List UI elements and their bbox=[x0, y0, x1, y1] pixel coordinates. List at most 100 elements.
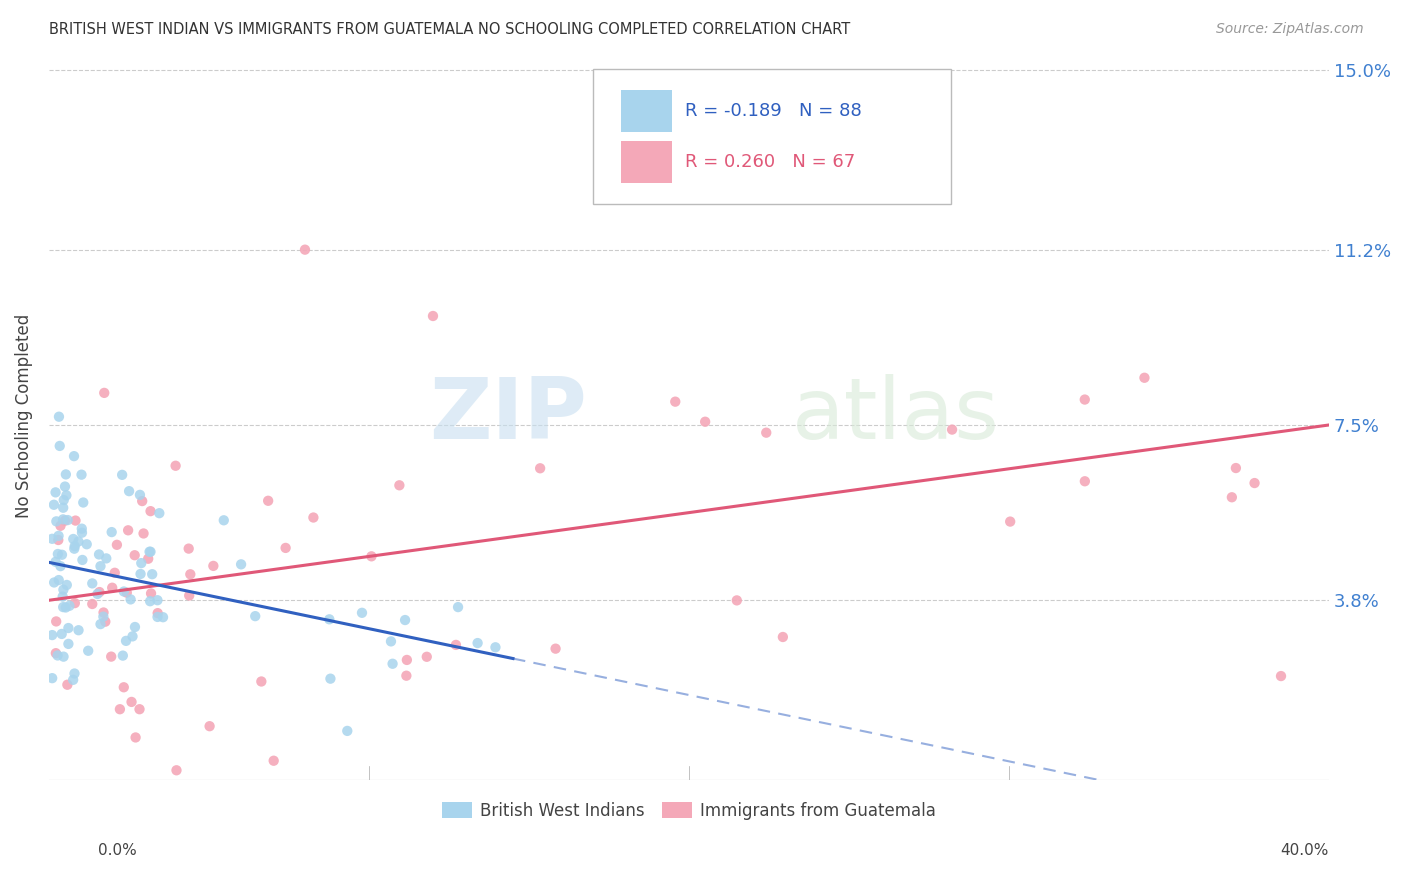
Point bbox=[93, 606, 115, 620]
Point bbox=[416, 649, 439, 664]
Point bbox=[148, 506, 170, 520]
Point bbox=[166, 764, 188, 778]
Point bbox=[121, 629, 143, 643]
Point bbox=[45, 615, 67, 629]
Text: ZIP: ZIP bbox=[429, 374, 586, 457]
Point bbox=[467, 636, 489, 650]
Point bbox=[51, 548, 73, 562]
Point bbox=[139, 504, 162, 518]
Point bbox=[63, 449, 86, 463]
Point bbox=[318, 612, 340, 626]
Point bbox=[56, 678, 79, 692]
Y-axis label: No Schooling Completed: No Schooling Completed bbox=[15, 313, 32, 517]
Point bbox=[381, 657, 404, 671]
Point bbox=[772, 630, 794, 644]
Point bbox=[56, 578, 79, 592]
Point bbox=[72, 495, 94, 509]
Point bbox=[70, 522, 93, 536]
Point bbox=[138, 545, 160, 559]
Point bbox=[82, 597, 104, 611]
Point bbox=[336, 723, 359, 738]
Point bbox=[447, 600, 470, 615]
Point bbox=[395, 669, 418, 683]
Point bbox=[422, 309, 444, 323]
Point bbox=[89, 585, 111, 599]
Point bbox=[52, 500, 75, 515]
Point bbox=[63, 541, 86, 556]
Point bbox=[529, 461, 551, 475]
Point bbox=[55, 600, 77, 615]
Point bbox=[998, 515, 1021, 529]
Point bbox=[56, 513, 79, 527]
Legend: British West Indians, Immigrants from Guatemala: British West Indians, Immigrants from Gu… bbox=[436, 796, 942, 827]
Point bbox=[1270, 669, 1292, 683]
Point bbox=[46, 533, 69, 547]
Point bbox=[52, 582, 75, 597]
Point bbox=[131, 494, 153, 508]
Point bbox=[82, 576, 104, 591]
Point bbox=[725, 593, 748, 607]
Point bbox=[65, 514, 87, 528]
Point bbox=[89, 559, 111, 574]
Point bbox=[70, 525, 93, 540]
Point bbox=[111, 467, 134, 482]
Point bbox=[104, 566, 127, 580]
Point bbox=[350, 606, 373, 620]
Point bbox=[1225, 461, 1247, 475]
Point bbox=[395, 653, 418, 667]
Point bbox=[177, 541, 200, 556]
Point bbox=[245, 609, 267, 624]
Point bbox=[108, 702, 131, 716]
Text: R = -0.189   N = 88: R = -0.189 N = 88 bbox=[685, 102, 862, 120]
Point bbox=[45, 485, 67, 500]
Point bbox=[105, 538, 128, 552]
Point bbox=[136, 551, 159, 566]
Point bbox=[152, 610, 174, 624]
Point bbox=[67, 534, 90, 549]
Point bbox=[94, 615, 117, 629]
Point bbox=[118, 484, 141, 499]
Text: Source: ZipAtlas.com: Source: ZipAtlas.com bbox=[1216, 22, 1364, 37]
Point bbox=[941, 423, 963, 437]
Text: BRITISH WEST INDIAN VS IMMIGRANTS FROM GUATEMALA NO SCHOOLING COMPLETED CORRELAT: BRITISH WEST INDIAN VS IMMIGRANTS FROM G… bbox=[49, 22, 851, 37]
FancyBboxPatch shape bbox=[621, 141, 672, 184]
Point bbox=[129, 488, 152, 502]
Point bbox=[1074, 475, 1097, 489]
Point bbox=[1243, 476, 1265, 491]
Point bbox=[257, 493, 280, 508]
Point bbox=[132, 526, 155, 541]
Point bbox=[444, 638, 467, 652]
Text: atlas: atlas bbox=[792, 374, 1000, 457]
Point bbox=[52, 649, 75, 664]
Point bbox=[93, 385, 115, 400]
Point bbox=[62, 532, 84, 546]
Point bbox=[202, 558, 225, 573]
Text: 0.0%: 0.0% bbox=[98, 843, 138, 858]
Point bbox=[146, 606, 169, 620]
Point bbox=[87, 548, 110, 562]
Point bbox=[179, 567, 201, 582]
Point bbox=[117, 524, 139, 538]
Point bbox=[146, 593, 169, 607]
Point bbox=[319, 672, 342, 686]
Point bbox=[67, 624, 90, 638]
Point bbox=[58, 599, 80, 613]
Point bbox=[141, 567, 163, 582]
Point bbox=[41, 532, 63, 546]
Point bbox=[53, 514, 76, 528]
Point bbox=[229, 558, 252, 572]
Point bbox=[58, 637, 80, 651]
Point bbox=[42, 498, 65, 512]
Text: 40.0%: 40.0% bbox=[1281, 843, 1329, 858]
Point bbox=[544, 641, 567, 656]
Point bbox=[124, 548, 146, 562]
Point bbox=[139, 586, 162, 600]
Point bbox=[46, 547, 69, 561]
Point bbox=[63, 539, 86, 553]
Point bbox=[165, 458, 187, 473]
Point bbox=[115, 585, 138, 599]
Point bbox=[115, 633, 138, 648]
Point bbox=[1074, 392, 1097, 407]
Point bbox=[42, 575, 65, 590]
Point bbox=[124, 731, 146, 745]
